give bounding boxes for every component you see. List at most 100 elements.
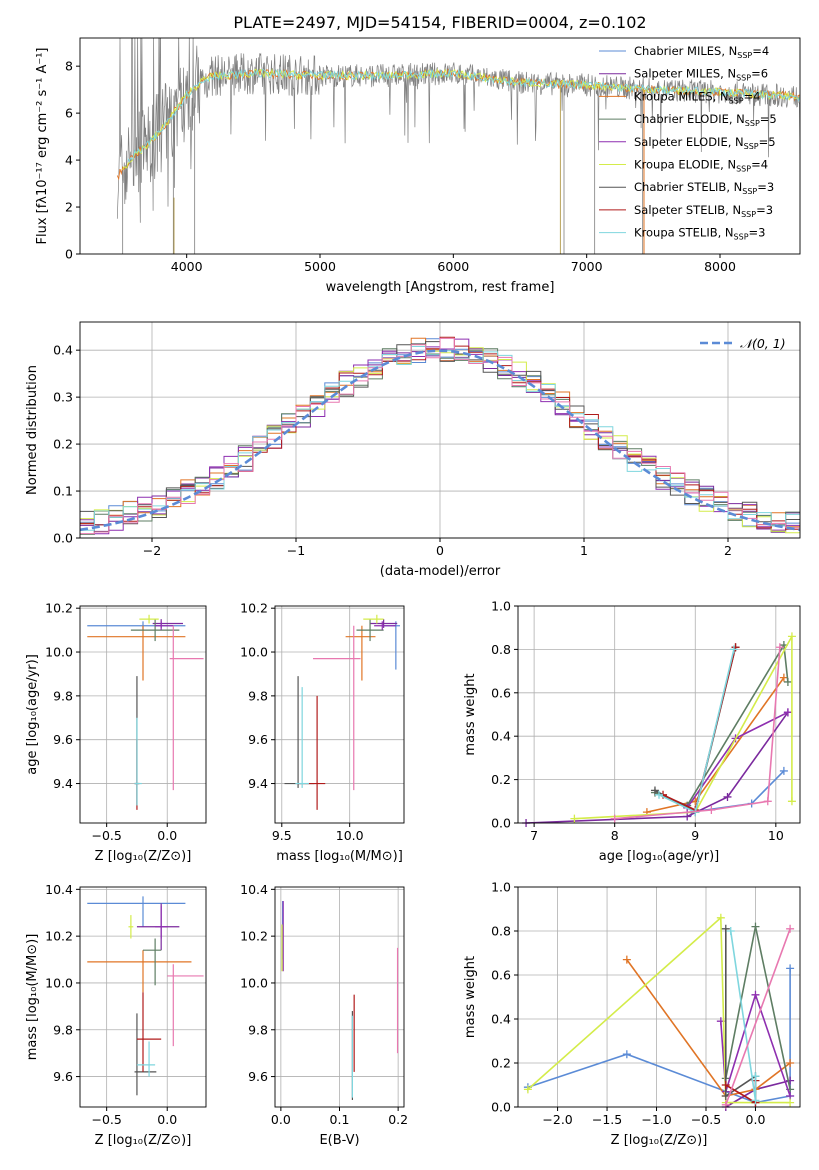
errorbars (284, 614, 400, 810)
y-tick-label: 0.3 (53, 390, 73, 405)
legend-nssp: =4 (751, 158, 768, 172)
axes-frame (517, 886, 801, 1108)
model-line-kroupa-elodie (122, 68, 800, 171)
age-vs-Z-panel: −0.5 0.0 9.4 9.6 9.8 10.0 10.2 Z [log₁₀(Z/Z⊙)] a… (25, 601, 207, 864)
x-tick-label: −0.5 (91, 828, 121, 843)
x-axis-label: Z [log₁₀(Z/Z⊙)] (95, 1133, 192, 1148)
legend-sub: SSP (744, 142, 759, 151)
weight-marker (786, 1059, 795, 1067)
y-tick-label: 0.4 (491, 729, 511, 744)
legend-label: Salpeter STELIB, NSSP=3 (634, 203, 773, 219)
legend-label: Kroupa STELIB, NSSP=3 (634, 226, 765, 242)
weight-marker (523, 1085, 532, 1094)
weight-line (658, 649, 735, 814)
legend-sub: SSP (742, 187, 757, 196)
axes-frame (517, 605, 801, 824)
weight-line (686, 711, 789, 809)
y-tick-label: 0.8 (491, 924, 511, 939)
x-tick-label: −1.5 (592, 1112, 622, 1127)
weight-marker (787, 632, 796, 641)
y-tick-label: 2 (65, 200, 73, 215)
legend-nssp: =6 (751, 67, 768, 81)
weight-marker (707, 805, 716, 814)
legend-label: Chabrier STELIB, NSSP=3 (634, 180, 774, 196)
weight-marker (783, 708, 792, 717)
x-axis-label: E(B-V) (319, 1133, 359, 1148)
y-tick-label: 9.6 (248, 732, 268, 747)
x-tick-label: 9.5 (272, 828, 292, 843)
weight-marker (751, 1096, 760, 1105)
legend-label: Chabrier ELODIE, NSSP=5 (634, 112, 777, 128)
weight-marker (622, 955, 631, 964)
x-tick-label: −0.5 (691, 1112, 721, 1127)
x-tick-label: 0.2 (388, 1112, 408, 1127)
legend-sub: SSP (737, 51, 752, 60)
legend-label: Kroupa ELODIE, NSSP=4 (634, 158, 768, 174)
weight-line (614, 647, 781, 820)
weight-marker (655, 790, 663, 799)
weight-marker (721, 924, 730, 933)
age-vs-mass-panel: 9.5 10.0 9.4 9.6 9.8 10.0 10.2 mass [log₁₀(M/M⊙… (240, 601, 405, 864)
y-tick-label: 1.0 (491, 880, 511, 895)
axes-frame (274, 605, 405, 824)
histogram-step (80, 337, 800, 538)
mass-vs-Z-panel: −0.5 0.0 9.6 9.8 10.0 10.2 10.4 Z [log₁₀(Z/Z⊙)]… (25, 882, 207, 1148)
y-tick-label: 4 (65, 153, 73, 168)
y-tick-label: 0.2 (491, 1056, 511, 1071)
weight-vs-age-panel: 7 8 9 10 0.0 0.2 0.4 0.6 0.8 1.0 age [log₁₀(age/yr… (463, 599, 801, 864)
legend-sub: SSP (741, 210, 756, 219)
legend-nssp: =3 (757, 180, 774, 194)
weight-marker (610, 814, 619, 823)
weight-marker (721, 1081, 730, 1089)
legend-sub: SSP (736, 165, 751, 174)
y-axis-label: age [log₁₀(age/yr)] (25, 654, 40, 775)
y-tick-label: 0.4 (491, 1012, 511, 1027)
y-tick-label: 10.2 (45, 929, 73, 944)
y-tick-label: 9.4 (53, 776, 73, 791)
legend-nssp: =3 (749, 226, 766, 240)
weight-marker (779, 766, 788, 775)
residual-bars (80, 336, 800, 538)
y-tick-label: 9.6 (53, 732, 73, 747)
x-tick-label: 9 (691, 828, 699, 843)
y-tick-label: 10.4 (240, 882, 268, 897)
x-tick-label: −1.0 (641, 1112, 671, 1127)
weight-marker (786, 924, 795, 933)
weight-marker (716, 913, 725, 922)
y-tick-label: 9.8 (248, 1022, 268, 1037)
y-tick-label: 0.1 (53, 484, 73, 499)
y-axis-label: mass [log₁₀(M/M⊙)] (25, 934, 40, 1061)
x-tick-label: 7000 (571, 259, 603, 274)
weight-marker (779, 673, 788, 682)
x-axis-label: Z [log₁₀(Z/Z⊙)] (611, 1133, 708, 1148)
x-tick-label: 0 (436, 543, 444, 558)
x-tick-label: 1 (580, 543, 588, 558)
weight-line (574, 636, 793, 820)
y-axis-label: Flux [fλ10⁻¹⁷ erg cm⁻² s⁻¹ A⁻¹] (35, 48, 50, 245)
x-tick-label: 8 (611, 828, 619, 843)
residual-panel: −2 −1 0 1 2 0.0 0.1 0.2 0.3 0.4 (data-model)/error… (25, 321, 801, 579)
legend-nssp: =5 (759, 135, 776, 149)
weight-marker (751, 990, 760, 999)
weight-marker (763, 797, 772, 806)
x-tick-label: −0.5 (91, 1112, 121, 1127)
y-tick-label: 0.2 (491, 772, 511, 787)
legend-nssp: =5 (760, 112, 777, 126)
errorbars (281, 901, 399, 1100)
weight-marker (683, 812, 692, 821)
y-tick-label: 6 (65, 106, 73, 121)
y-tick-label: 0.0 (53, 531, 73, 546)
y-tick-label: 0.8 (491, 642, 511, 657)
weight-line (725, 926, 791, 1090)
x-tick-label: 0.0 (157, 828, 177, 843)
weight-line (720, 992, 791, 1097)
legend-sub: SSP (729, 96, 744, 105)
x-tick-label: 0.0 (271, 1112, 291, 1127)
weight-line (626, 959, 791, 1097)
weight-line (654, 642, 789, 807)
weight-marker (622, 1050, 631, 1059)
normal-curve (80, 349, 800, 532)
weight-marker (775, 643, 784, 652)
y-tick-label: 9.4 (248, 776, 268, 791)
